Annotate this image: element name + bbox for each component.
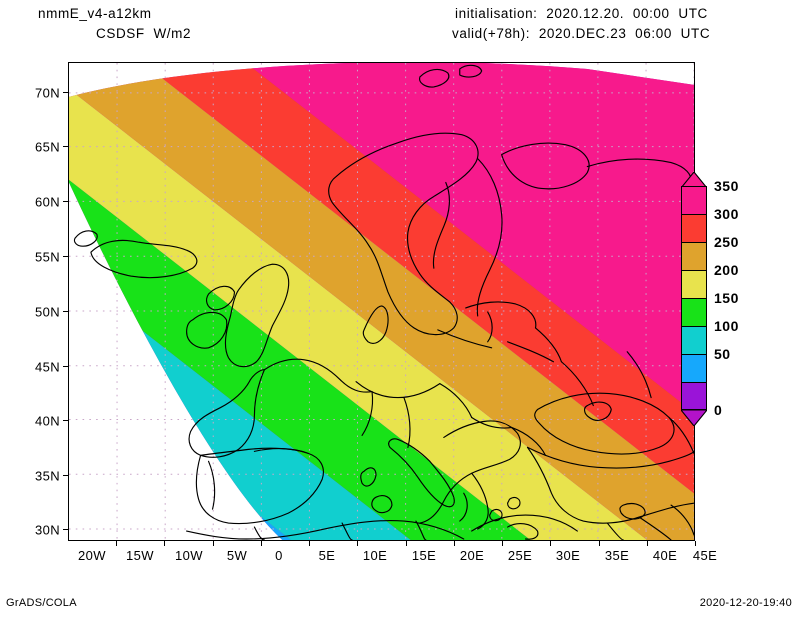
x-tick bbox=[406, 541, 408, 546]
x-tick bbox=[261, 541, 263, 546]
x-tick-label: 15W bbox=[126, 548, 154, 563]
colorbar-band-200-250[interactable] bbox=[681, 270, 707, 298]
coastline-and-borders bbox=[73, 64, 694, 540]
y-tick bbox=[63, 92, 68, 94]
colorbar-band-0-50[interactable] bbox=[681, 382, 707, 410]
y-tick-label: 40N bbox=[34, 413, 60, 429]
colorbar-band-350plus[interactable] bbox=[681, 186, 707, 214]
x-tick bbox=[454, 541, 456, 546]
x-tick bbox=[599, 541, 601, 546]
colorbar-band-150-200[interactable] bbox=[681, 298, 707, 326]
x-tick-label: 5E bbox=[318, 548, 336, 563]
x-tick bbox=[502, 541, 504, 546]
y-tick-label: 60N bbox=[34, 194, 60, 210]
colorbar-label-350: 350 bbox=[714, 178, 739, 194]
x-tick bbox=[309, 541, 311, 546]
x-tick-label: 10W bbox=[175, 548, 203, 563]
y-tick bbox=[63, 146, 68, 148]
y-tick bbox=[63, 256, 68, 258]
map-plot-area[interactable] bbox=[68, 62, 695, 541]
x-tick-label: 40E bbox=[652, 548, 678, 563]
x-tick-label: 5W bbox=[226, 548, 248, 563]
colorbar-label-250: 250 bbox=[714, 234, 739, 250]
colorbar-label-150: 150 bbox=[714, 290, 739, 306]
colorbar-label-50: 50 bbox=[714, 346, 731, 362]
x-tick-label: 20W bbox=[78, 548, 106, 563]
colorbar-bottom-arrow bbox=[681, 410, 707, 426]
y-tick bbox=[63, 366, 68, 368]
x-tick-label: 0 bbox=[275, 548, 283, 563]
valid-time: valid(+78h): 2020.DEC.23 06:00 UTC bbox=[452, 26, 711, 41]
colorbar[interactable] bbox=[681, 186, 707, 410]
y-tick bbox=[63, 529, 68, 531]
x-tick bbox=[357, 541, 359, 546]
x-tick bbox=[213, 541, 215, 546]
y-tick-label: 55N bbox=[34, 249, 60, 265]
y-tick-label: 45N bbox=[34, 359, 60, 375]
y-tick-label: 65N bbox=[34, 139, 60, 155]
x-tick-label: 30E bbox=[555, 548, 581, 563]
x-tick-label: 15E bbox=[411, 548, 437, 563]
colorbar-label-200: 200 bbox=[714, 262, 739, 278]
y-tick-label: 30N bbox=[34, 522, 60, 538]
x-tick bbox=[550, 541, 552, 546]
y-tick-label: 50N bbox=[34, 304, 60, 320]
x-tick-label: 25E bbox=[507, 548, 533, 563]
x-tick bbox=[116, 541, 118, 546]
footer-timestamp: 2020-12-20-19:40 bbox=[699, 597, 792, 609]
model-title: nmmE_v4-a12km bbox=[38, 6, 152, 21]
lat-lon-gridlines bbox=[69, 63, 694, 540]
colorbar-band-250-300[interactable] bbox=[681, 242, 707, 270]
x-tick-label: 10E bbox=[362, 548, 388, 563]
colorbar-band-50-100[interactable] bbox=[681, 354, 707, 382]
x-tick-label: 20E bbox=[459, 548, 485, 563]
colorbar-band-100-150[interactable] bbox=[681, 326, 707, 354]
y-tick bbox=[63, 475, 68, 477]
y-tick bbox=[63, 311, 68, 313]
footer-attribution: GrADS/COLA bbox=[6, 597, 77, 609]
colorbar-label-0: 0 bbox=[714, 402, 723, 418]
initialisation-time: initialisation: 2020.12.20. 00:00 UTC bbox=[455, 6, 708, 21]
y-tick-label: 35N bbox=[34, 468, 60, 484]
colorbar-band-300-350[interactable] bbox=[681, 214, 707, 242]
colorbar-label-100: 100 bbox=[714, 318, 739, 334]
x-tick-label: 45E bbox=[692, 548, 718, 563]
x-tick-label: 35E bbox=[604, 548, 630, 563]
colorbar-top-arrow bbox=[681, 172, 707, 188]
x-tick bbox=[647, 541, 649, 546]
colorbar-label-300: 300 bbox=[714, 206, 739, 222]
variable-title: CSDSF W/m2 bbox=[96, 26, 192, 41]
x-tick bbox=[695, 541, 697, 546]
y-tick bbox=[63, 420, 68, 422]
y-tick-label: 70N bbox=[34, 85, 60, 101]
y-tick bbox=[63, 201, 68, 203]
x-tick bbox=[164, 541, 166, 546]
